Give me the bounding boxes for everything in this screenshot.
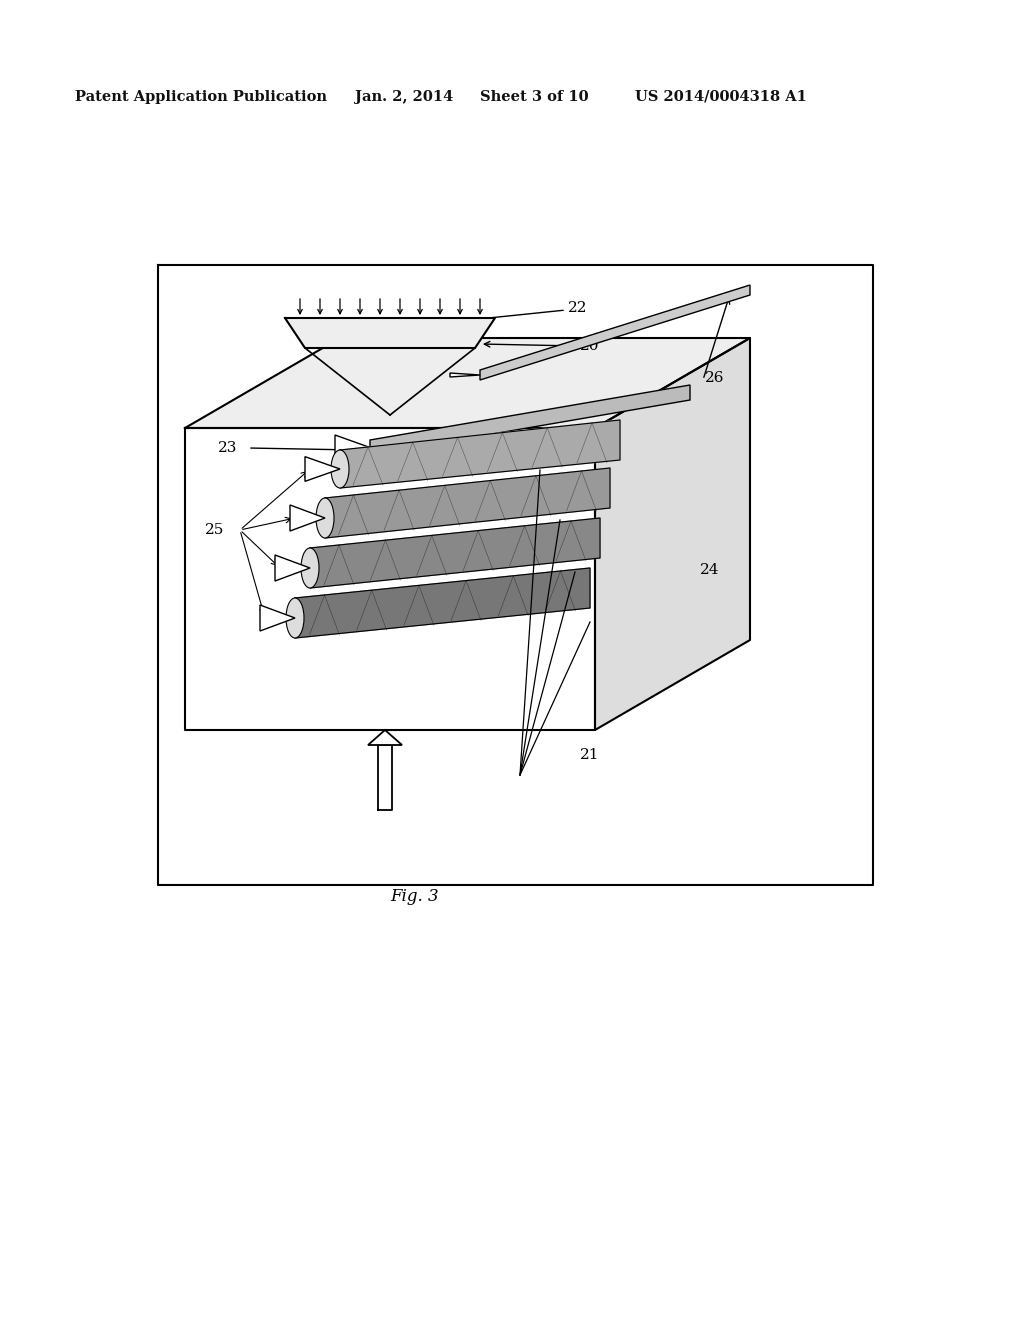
Ellipse shape <box>316 498 334 539</box>
Text: Patent Application Publication: Patent Application Publication <box>75 90 327 104</box>
Polygon shape <box>285 318 495 348</box>
Text: 20: 20 <box>580 339 599 352</box>
Text: 23: 23 <box>218 441 238 455</box>
Polygon shape <box>595 338 750 730</box>
Polygon shape <box>275 554 310 581</box>
Text: 21: 21 <box>580 748 599 762</box>
Ellipse shape <box>301 548 319 587</box>
Polygon shape <box>340 420 620 488</box>
Polygon shape <box>378 744 392 810</box>
Polygon shape <box>335 436 370 459</box>
Polygon shape <box>325 469 610 539</box>
Text: Fig. 3: Fig. 3 <box>391 888 439 906</box>
Text: 26: 26 <box>705 371 725 385</box>
Polygon shape <box>305 457 340 482</box>
Text: 24: 24 <box>700 564 720 577</box>
Polygon shape <box>295 568 590 638</box>
Text: Sheet 3 of 10: Sheet 3 of 10 <box>480 90 589 104</box>
Polygon shape <box>370 385 690 455</box>
Polygon shape <box>185 338 750 428</box>
Polygon shape <box>290 506 325 531</box>
Polygon shape <box>450 374 480 378</box>
Text: 25: 25 <box>205 523 224 537</box>
Polygon shape <box>480 285 750 380</box>
Polygon shape <box>260 605 295 631</box>
Polygon shape <box>368 730 402 744</box>
Ellipse shape <box>331 450 349 488</box>
Polygon shape <box>310 517 600 587</box>
Text: Jan. 2, 2014: Jan. 2, 2014 <box>355 90 454 104</box>
Ellipse shape <box>286 598 304 638</box>
Text: US 2014/0004318 A1: US 2014/0004318 A1 <box>635 90 807 104</box>
Text: 22: 22 <box>568 301 588 315</box>
